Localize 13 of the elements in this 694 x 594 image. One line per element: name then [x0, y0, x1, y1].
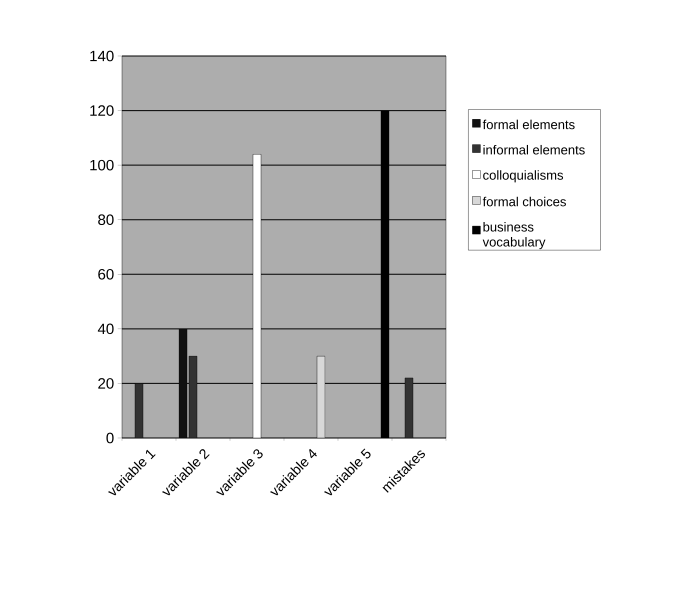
y-tick-label: 20 — [98, 378, 114, 389]
y-tick-label: 120 — [90, 105, 114, 116]
legend-label: formal choices — [482, 196, 566, 206]
legend-label: colloquialisms — [483, 170, 564, 182]
y-tick-label: 0 — [106, 432, 114, 444]
y-tick-label: 80 — [98, 214, 114, 226]
legend-label: informal elements — [483, 144, 585, 154]
legend-label: business vocabulary — [482, 222, 546, 250]
legend-label: formal elements — [482, 120, 575, 130]
y-tick-label: 40 — [98, 324, 114, 334]
y-tick-label: 60 — [98, 268, 114, 280]
y-tick-label: 100 — [90, 160, 114, 170]
y-tick-label: 140 — [90, 50, 114, 62]
